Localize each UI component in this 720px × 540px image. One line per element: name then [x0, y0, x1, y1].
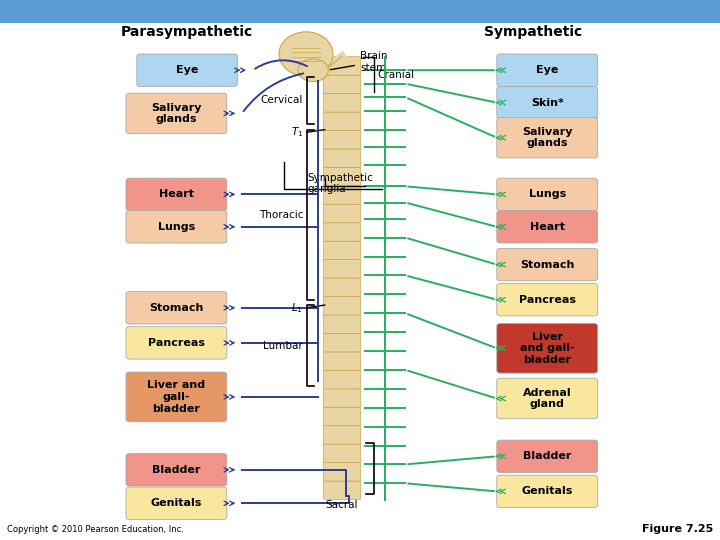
FancyBboxPatch shape [497, 378, 598, 419]
FancyBboxPatch shape [323, 296, 361, 315]
FancyBboxPatch shape [497, 86, 598, 119]
Text: Adrenal
gland: Adrenal gland [523, 388, 572, 409]
FancyBboxPatch shape [323, 426, 361, 444]
FancyBboxPatch shape [323, 389, 361, 407]
FancyBboxPatch shape [323, 352, 361, 370]
Text: Cervical: Cervical [261, 96, 303, 105]
FancyBboxPatch shape [323, 186, 361, 204]
FancyBboxPatch shape [497, 178, 598, 211]
FancyBboxPatch shape [323, 407, 361, 426]
FancyBboxPatch shape [126, 292, 227, 324]
FancyBboxPatch shape [126, 454, 227, 486]
FancyBboxPatch shape [323, 204, 361, 222]
Ellipse shape [298, 59, 328, 82]
Ellipse shape [279, 32, 333, 76]
FancyBboxPatch shape [323, 241, 361, 260]
FancyBboxPatch shape [497, 475, 598, 508]
Text: Eye: Eye [536, 65, 559, 75]
Text: Liver and
gall-
bladder: Liver and gall- bladder [148, 380, 205, 414]
FancyBboxPatch shape [323, 167, 361, 186]
Text: Figure 7.25: Figure 7.25 [642, 523, 713, 534]
FancyBboxPatch shape [323, 260, 361, 278]
Text: Genitals: Genitals [150, 498, 202, 508]
FancyBboxPatch shape [497, 117, 598, 158]
FancyBboxPatch shape [137, 54, 238, 86]
FancyBboxPatch shape [497, 440, 598, 472]
FancyBboxPatch shape [126, 487, 227, 519]
FancyBboxPatch shape [323, 333, 361, 352]
Text: Lungs: Lungs [158, 222, 195, 232]
Text: Stomach: Stomach [149, 303, 204, 313]
FancyBboxPatch shape [323, 112, 361, 131]
FancyBboxPatch shape [323, 278, 361, 296]
FancyBboxPatch shape [126, 372, 227, 422]
FancyBboxPatch shape [497, 248, 598, 281]
FancyBboxPatch shape [126, 211, 227, 243]
Text: Lungs: Lungs [528, 190, 566, 199]
Text: Salivary
glands: Salivary glands [522, 127, 572, 148]
FancyBboxPatch shape [323, 75, 361, 93]
Text: Copyright © 2010 Pearson Education, Inc.: Copyright © 2010 Pearson Education, Inc. [7, 524, 184, 534]
FancyBboxPatch shape [323, 57, 361, 75]
Text: Stomach: Stomach [520, 260, 575, 269]
Text: Eye: Eye [176, 65, 199, 75]
Text: Salivary
glands: Salivary glands [151, 103, 202, 124]
Text: Cranial: Cranial [377, 70, 415, 79]
FancyBboxPatch shape [323, 222, 361, 241]
Text: Bladder: Bladder [152, 465, 201, 475]
Text: Pancreas: Pancreas [148, 338, 205, 348]
FancyBboxPatch shape [323, 149, 361, 167]
Text: $T_1$: $T_1$ [291, 125, 303, 139]
Text: Thoracic: Thoracic [258, 210, 303, 220]
FancyBboxPatch shape [323, 481, 361, 500]
Text: Skin*: Skin* [531, 98, 564, 107]
Text: Pancreas: Pancreas [518, 295, 576, 305]
Text: Sympathetic
ganglia: Sympathetic ganglia [307, 173, 373, 194]
Text: $L_1$: $L_1$ [292, 301, 303, 315]
Text: Liver
and gall-
bladder: Liver and gall- bladder [520, 332, 575, 365]
FancyBboxPatch shape [0, 0, 720, 23]
FancyBboxPatch shape [497, 211, 598, 243]
Text: Heart: Heart [159, 190, 194, 199]
Text: Sympathetic: Sympathetic [484, 25, 582, 39]
FancyBboxPatch shape [497, 284, 598, 316]
FancyBboxPatch shape [323, 131, 361, 149]
Text: Genitals: Genitals [521, 487, 573, 496]
Text: Heart: Heart [530, 222, 564, 232]
Text: Bladder: Bladder [523, 451, 572, 461]
Text: Brain
stem: Brain stem [330, 51, 387, 73]
FancyBboxPatch shape [323, 463, 361, 481]
FancyBboxPatch shape [497, 323, 598, 373]
FancyBboxPatch shape [323, 315, 361, 333]
FancyBboxPatch shape [323, 93, 361, 112]
FancyBboxPatch shape [323, 444, 361, 463]
Text: Parasympathetic: Parasympathetic [121, 25, 253, 39]
FancyBboxPatch shape [126, 178, 227, 211]
Text: Lumbar: Lumbar [264, 341, 303, 350]
FancyBboxPatch shape [126, 327, 227, 359]
FancyBboxPatch shape [323, 370, 361, 389]
Text: Sacral: Sacral [325, 500, 359, 510]
FancyBboxPatch shape [126, 93, 227, 133]
FancyBboxPatch shape [497, 54, 598, 86]
